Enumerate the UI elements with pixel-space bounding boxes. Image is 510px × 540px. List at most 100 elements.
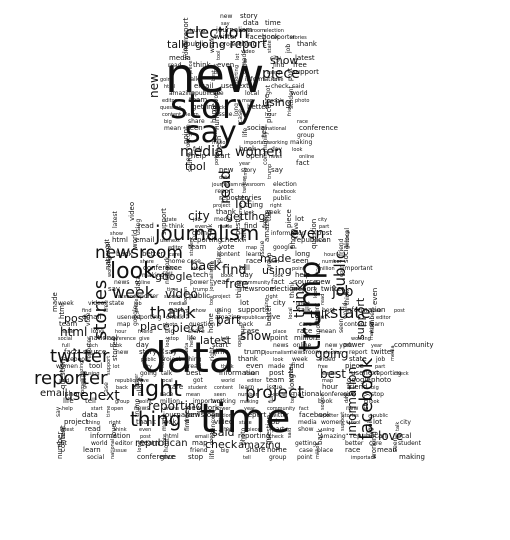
filler-word: html xyxy=(165,433,179,440)
filler-word: editor xyxy=(168,245,184,251)
filler-word: reporter xyxy=(134,293,159,300)
filler-word: job xyxy=(268,418,280,426)
filler-word: map xyxy=(322,378,333,384)
filler-word: new xyxy=(220,13,232,20)
filler-word: working xyxy=(268,140,288,146)
filler-word: issue xyxy=(217,111,233,118)
filler-word: tell xyxy=(243,455,251,461)
filler-word: report xyxy=(182,17,190,39)
filler-word: made xyxy=(241,50,248,67)
filler-word: local xyxy=(344,228,351,242)
filler-word: important xyxy=(343,265,373,272)
filler-word: public xyxy=(186,40,207,48)
filler-word: national xyxy=(104,242,112,270)
filler-word: project xyxy=(213,294,230,300)
filler-word: got xyxy=(104,239,111,249)
filler-word: group xyxy=(266,252,273,270)
filler-word: using xyxy=(86,371,100,377)
filler-word: women xyxy=(183,287,189,305)
filler-word: even xyxy=(246,362,263,370)
filler-word: live xyxy=(268,313,280,321)
filler-word: thank xyxy=(216,208,237,216)
filler-word: thing xyxy=(87,420,100,426)
filler-word: making xyxy=(369,321,375,340)
filler-word: mean xyxy=(164,125,181,132)
filler-word: public xyxy=(189,292,210,300)
filler-word: new xyxy=(346,405,358,412)
filler-word: social xyxy=(58,336,72,342)
filler-word: team xyxy=(59,320,77,328)
filler-word: html xyxy=(58,303,66,319)
filler-word: project xyxy=(220,41,241,48)
word-new: new xyxy=(165,48,264,104)
filler-word: said xyxy=(240,228,248,242)
filler-word: place xyxy=(317,447,333,454)
filler-word: journalism xyxy=(264,350,291,356)
filler-word: women xyxy=(183,38,190,60)
filler-word: read xyxy=(188,363,202,370)
filler-word: photo xyxy=(295,98,309,104)
filler-word: friend xyxy=(138,329,153,335)
filler-word: friend xyxy=(287,101,293,116)
filler-word: show xyxy=(242,58,249,74)
filler-word: world xyxy=(91,440,108,447)
filler-word: media xyxy=(169,54,191,62)
filler-word: full xyxy=(193,146,203,153)
filler-word: week xyxy=(265,209,281,216)
filler-word: find xyxy=(184,419,191,431)
filler-word: project xyxy=(213,203,230,209)
filler-word: team xyxy=(188,243,206,251)
filler-word: tool xyxy=(266,209,273,221)
filler-word: conference xyxy=(321,391,355,398)
filler-word: home xyxy=(80,382,86,396)
filler-word: election xyxy=(264,28,284,34)
filler-word: place xyxy=(265,104,273,123)
word-say: say xyxy=(185,115,237,150)
filler-word: trump xyxy=(134,399,141,417)
filler-word: going xyxy=(140,370,157,377)
filler-word: social xyxy=(87,454,104,461)
filler-word: world xyxy=(131,230,139,249)
filler-word: state xyxy=(267,40,273,53)
filler-word: local xyxy=(288,307,294,319)
filler-word: city xyxy=(143,364,152,370)
filler-word: big xyxy=(221,448,229,454)
filler-word: vote xyxy=(219,243,234,251)
word-going: going xyxy=(315,347,349,361)
filler-word: video xyxy=(319,356,336,363)
filler-word: said xyxy=(287,428,293,438)
filler-word: job xyxy=(375,356,385,363)
word-even: even xyxy=(290,226,324,242)
word-reporter: reporter xyxy=(34,368,108,389)
filler-word: data xyxy=(184,343,190,354)
filler-word: love xyxy=(245,371,255,377)
filler-word: find xyxy=(273,62,285,69)
filler-word: support xyxy=(340,412,346,431)
filler-word: time xyxy=(243,168,249,179)
filler-word: full xyxy=(62,343,70,349)
filler-word: getting xyxy=(295,440,317,447)
filler-word: learn xyxy=(186,112,199,118)
filler-word: vote xyxy=(287,367,295,382)
filler-word: making xyxy=(142,272,164,279)
word-media: media xyxy=(180,144,224,160)
filler-word: story xyxy=(349,279,365,286)
filler-word: important xyxy=(351,455,376,461)
filler-word: read xyxy=(138,222,154,230)
filler-word: look xyxy=(244,210,255,216)
filler-word: newsroom xyxy=(240,285,276,293)
filler-word: better xyxy=(142,250,164,258)
filler-word: share xyxy=(246,446,265,454)
filler-word: year xyxy=(371,343,383,349)
word-election: election xyxy=(185,23,249,42)
filler-word: stop xyxy=(213,126,219,137)
filler-word: fact xyxy=(64,348,78,356)
filler-word: even xyxy=(217,61,234,69)
filler-word: open xyxy=(246,152,263,160)
word-big: place xyxy=(140,320,170,333)
filler-word: fact xyxy=(296,159,310,167)
word-job: job xyxy=(331,284,353,300)
filler-word: million xyxy=(315,442,321,459)
filler-word: right xyxy=(262,34,268,46)
filler-word: using xyxy=(135,219,142,235)
